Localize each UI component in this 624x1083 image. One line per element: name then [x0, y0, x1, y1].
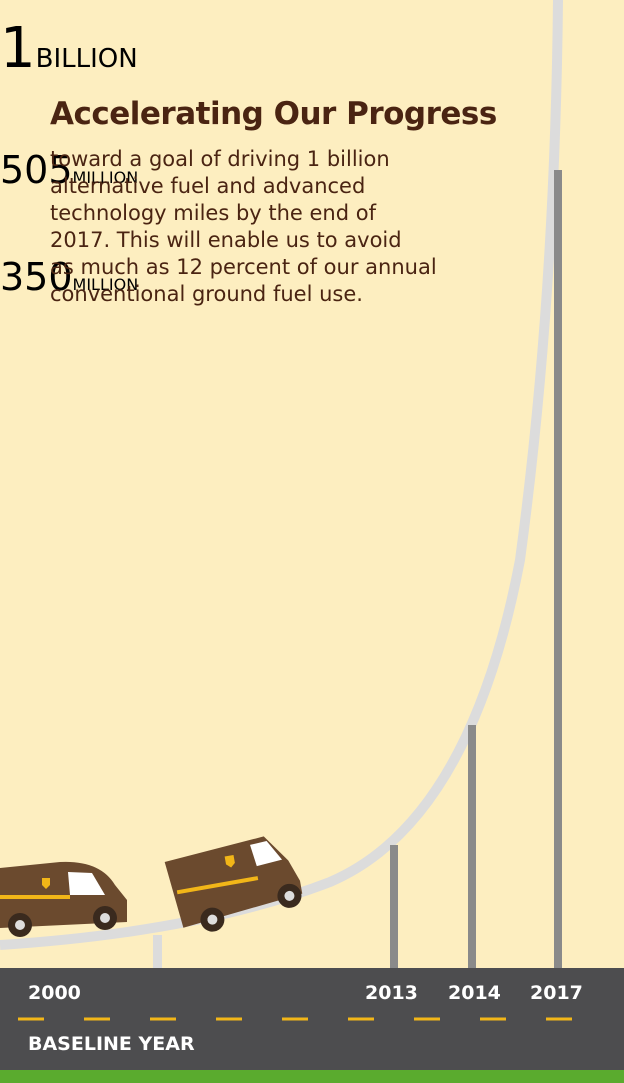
sign-unit: MILLION: [72, 275, 139, 294]
milestone-sign: 350MILLION: [0, 235, 138, 342]
sign-post: [390, 845, 398, 968]
body-line: as much as 12 percent of our annual: [50, 255, 437, 279]
sign-number: 350: [0, 255, 73, 299]
support-post: [153, 935, 162, 968]
truck: [0, 861, 127, 937]
body-line: alternative fuel and advanced: [50, 174, 366, 198]
sign-post: [554, 170, 562, 968]
sign-post: [468, 725, 476, 968]
body-line: technology miles by the end of: [50, 201, 376, 225]
milestone-sign: 505MILLION: [0, 128, 138, 235]
year-label: 2000: [28, 982, 81, 1004]
grass: [0, 1070, 624, 1083]
year-label: 2013: [365, 982, 418, 1004]
sign-unit: MILLION: [72, 168, 139, 187]
baseline-label: BASELINE YEAR: [28, 1033, 195, 1055]
year-label: 2014: [448, 982, 501, 1004]
milestone-sign: 1BILLION: [0, 0, 138, 128]
sign-number: 505: [0, 148, 73, 192]
body-line: 2017. This will enable us to avoid: [50, 228, 402, 252]
body-line: conventional ground fuel use.: [50, 282, 363, 306]
title: Accelerating Our Progress: [50, 96, 497, 132]
signs: 1BILLION 505MILLION 350MILLION: [0, 0, 624, 342]
sign-number: 1: [0, 16, 36, 81]
body-line: toward a goal of driving 1 billion: [50, 147, 390, 171]
year-label: 2017: [530, 982, 583, 1004]
truck: [164, 836, 303, 932]
sign-unit: BILLION: [35, 44, 138, 74]
body-text: toward a goal of driving 1 billion altern…: [50, 146, 437, 308]
